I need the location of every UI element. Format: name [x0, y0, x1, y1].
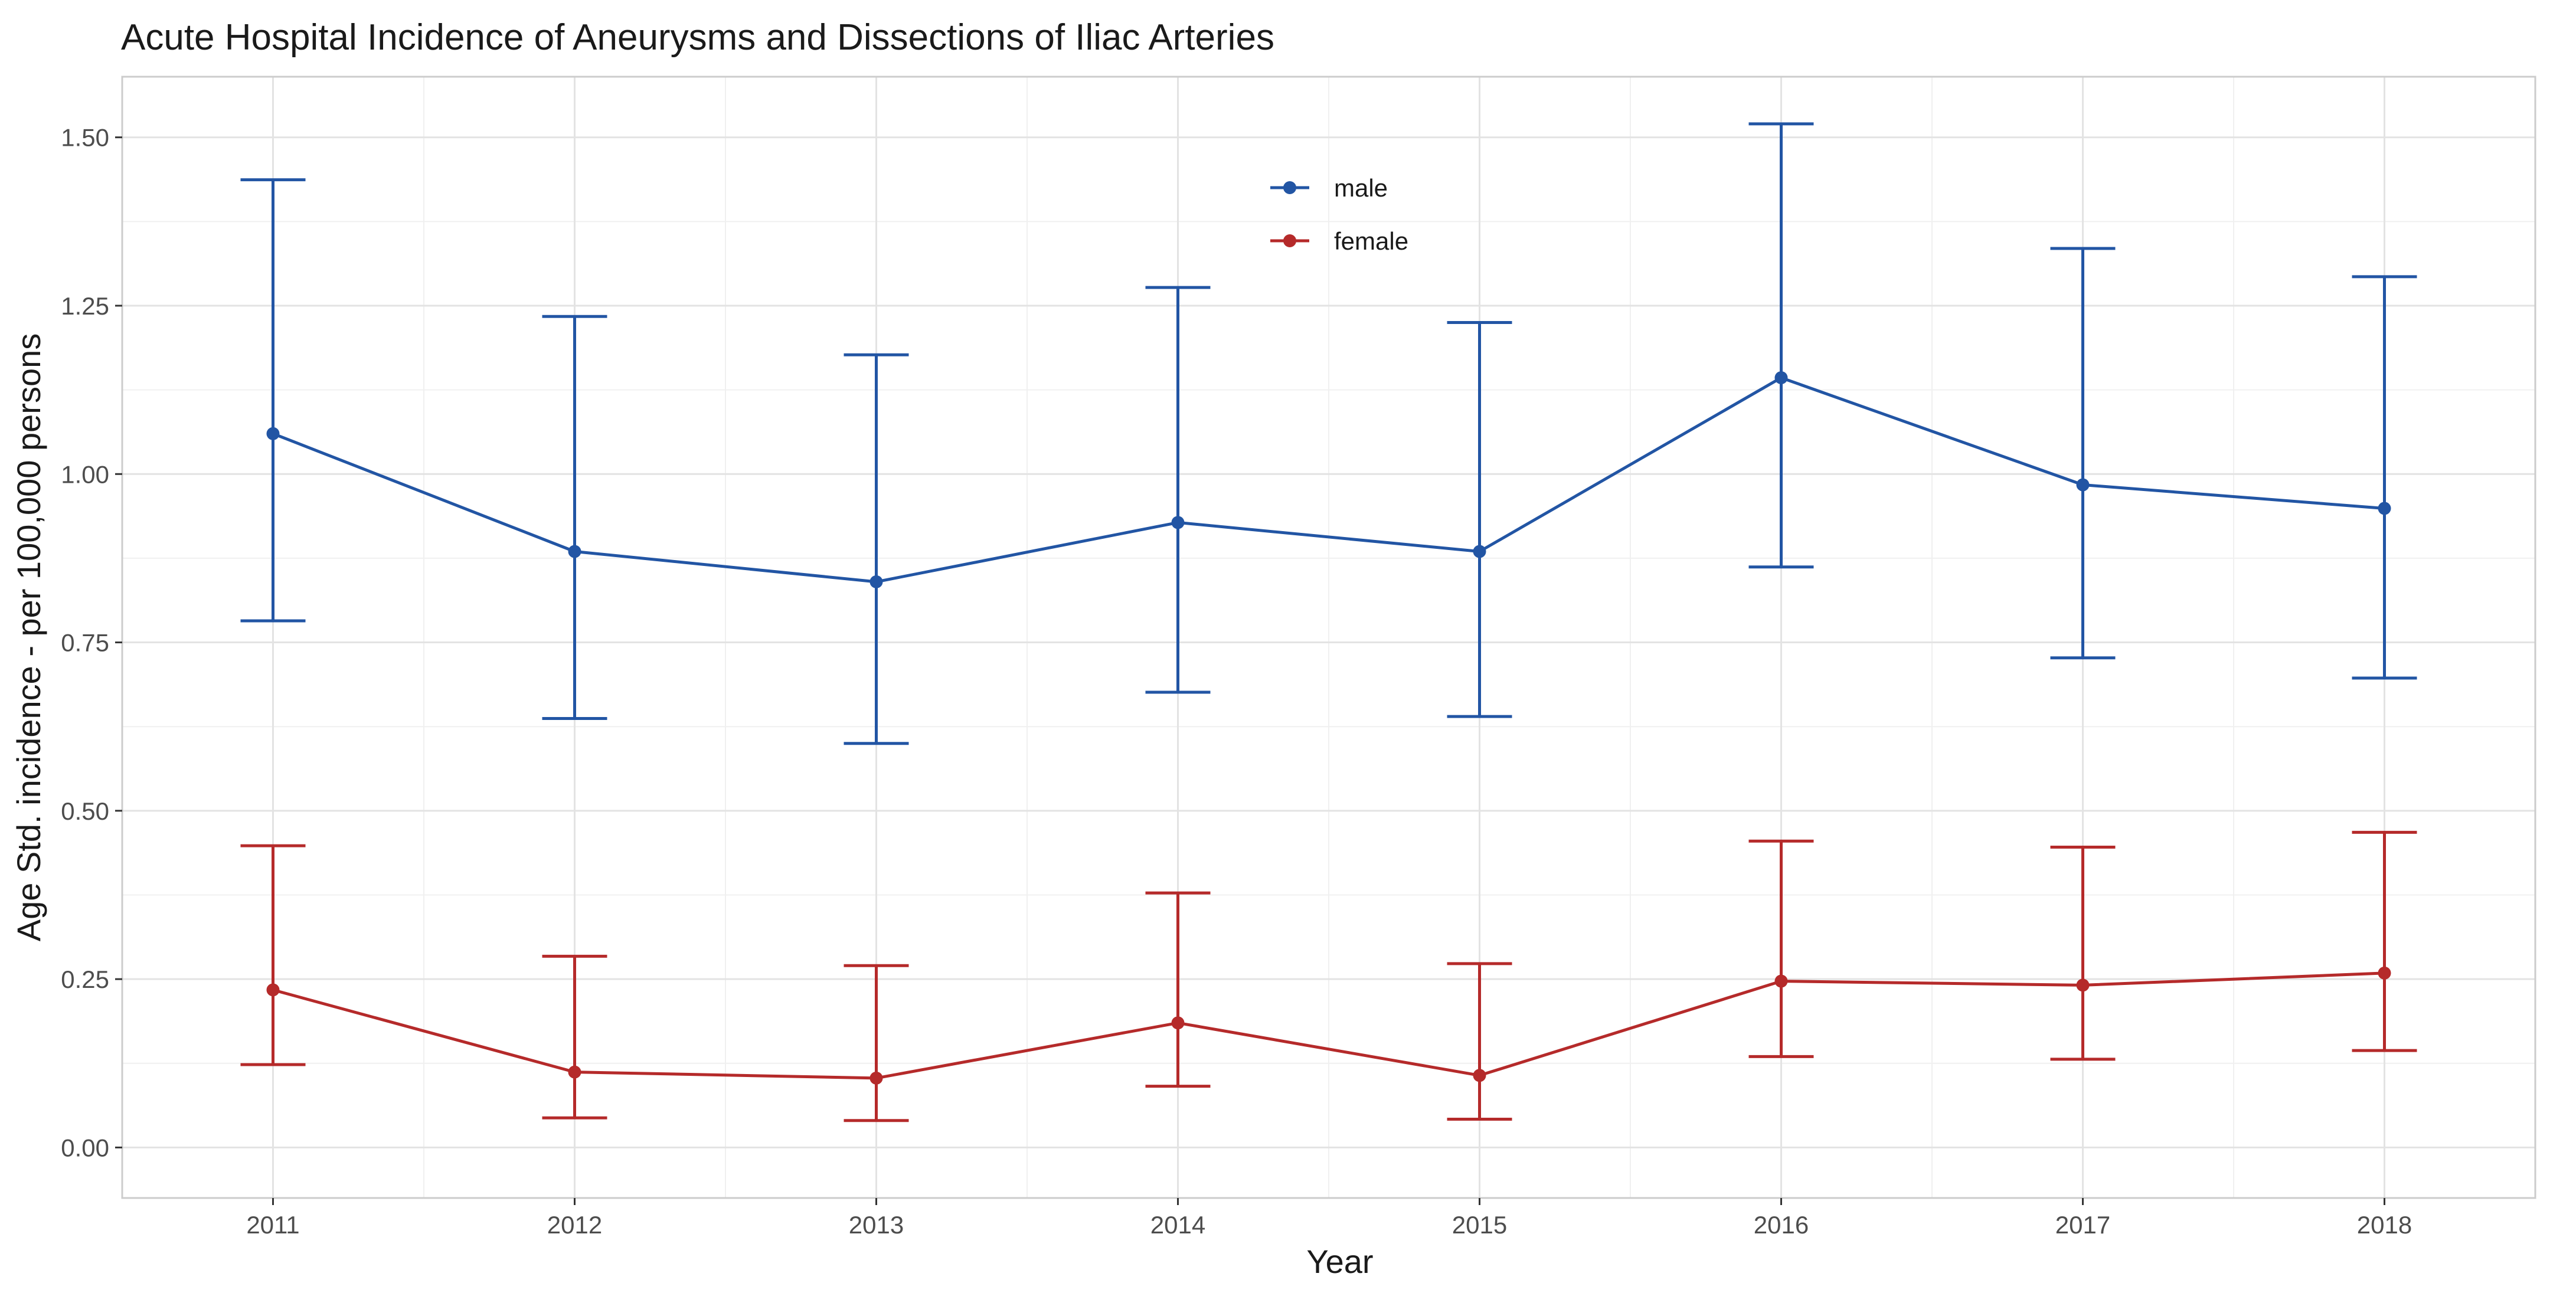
error-bar — [542, 315, 607, 721]
x-tick-label: 2017 — [2055, 1211, 2110, 1239]
x-tick-label: 2011 — [246, 1211, 299, 1239]
x-axis-label: Year — [1306, 1243, 1373, 1280]
error-bar — [844, 353, 909, 745]
grid — [122, 77, 2535, 1198]
data-point — [1473, 1069, 1486, 1082]
series-layer — [240, 122, 2417, 1122]
error-bar — [240, 844, 306, 1066]
y-tick-label: 1.25 — [61, 292, 109, 320]
x-tick-label: 2013 — [849, 1211, 904, 1239]
legend-item-female: female — [1270, 227, 1408, 255]
data-point — [2076, 978, 2090, 992]
y-tick-label: 1.00 — [61, 460, 109, 488]
error-bar — [1748, 839, 1814, 1058]
data-point — [1473, 545, 1486, 558]
data-point — [1774, 974, 1788, 988]
data-point — [266, 983, 280, 997]
x-tick-label: 2016 — [1754, 1211, 1809, 1239]
legend-key-point — [1283, 234, 1296, 247]
x-axis: 2011 2012 2013 2014 2015 2016 2017 2018 — [246, 1198, 2412, 1239]
series-female — [240, 830, 2417, 1122]
error-bar — [2050, 845, 2116, 1061]
x-tick-label: 2015 — [1452, 1211, 1507, 1239]
error-bar — [240, 178, 306, 623]
data-point — [1171, 516, 1185, 529]
plot-panel-border — [121, 76, 2536, 1199]
error-bar — [1447, 962, 1512, 1121]
data-point — [2378, 502, 2391, 515]
error-bar — [2352, 275, 2417, 680]
legend: male female — [1270, 174, 1408, 255]
data-point — [869, 1071, 883, 1085]
data-point — [568, 545, 581, 558]
x-tick-label: 2014 — [1150, 1211, 1205, 1239]
y-axis-label: Age Std. incidence - per 100,000 persons — [10, 333, 47, 941]
y-tick-label: 0.25 — [61, 965, 109, 993]
error-bar — [1145, 286, 1211, 694]
error-bar — [2050, 247, 2116, 660]
series-line — [272, 376, 2385, 584]
x-tick-label: 2018 — [2357, 1211, 2412, 1239]
legend-key-point — [1283, 181, 1296, 194]
series-line — [272, 971, 2385, 1080]
legend-item-male: male — [1270, 174, 1388, 202]
y-tick-label: 0.50 — [61, 797, 109, 825]
data-point — [1774, 371, 1788, 385]
data-point — [266, 427, 280, 440]
y-tick-label: 0.75 — [61, 629, 109, 657]
series-male — [240, 122, 2417, 745]
error-bar — [1145, 891, 1211, 1088]
y-axis: 0.00 0.25 0.50 0.75 1.00 1.25 1.50 — [61, 124, 122, 1161]
legend-label: male — [1334, 174, 1388, 202]
chart-title: Acute Hospital Incidence of Aneurysms an… — [121, 17, 1274, 58]
error-bar — [1447, 321, 1512, 718]
y-tick-label: 0.00 — [61, 1134, 109, 1161]
error-bar — [2352, 830, 2417, 1052]
data-point — [2378, 966, 2391, 980]
data-point — [568, 1065, 581, 1079]
error-bar — [542, 954, 607, 1119]
error-bar — [1748, 122, 1814, 569]
error-bar — [844, 964, 909, 1122]
x-tick-label: 2012 — [547, 1211, 602, 1239]
legend-label: female — [1334, 227, 1408, 255]
data-point — [869, 575, 883, 588]
data-point — [2076, 478, 2090, 492]
data-point — [1171, 1016, 1185, 1030]
y-tick-label: 1.50 — [61, 124, 109, 152]
